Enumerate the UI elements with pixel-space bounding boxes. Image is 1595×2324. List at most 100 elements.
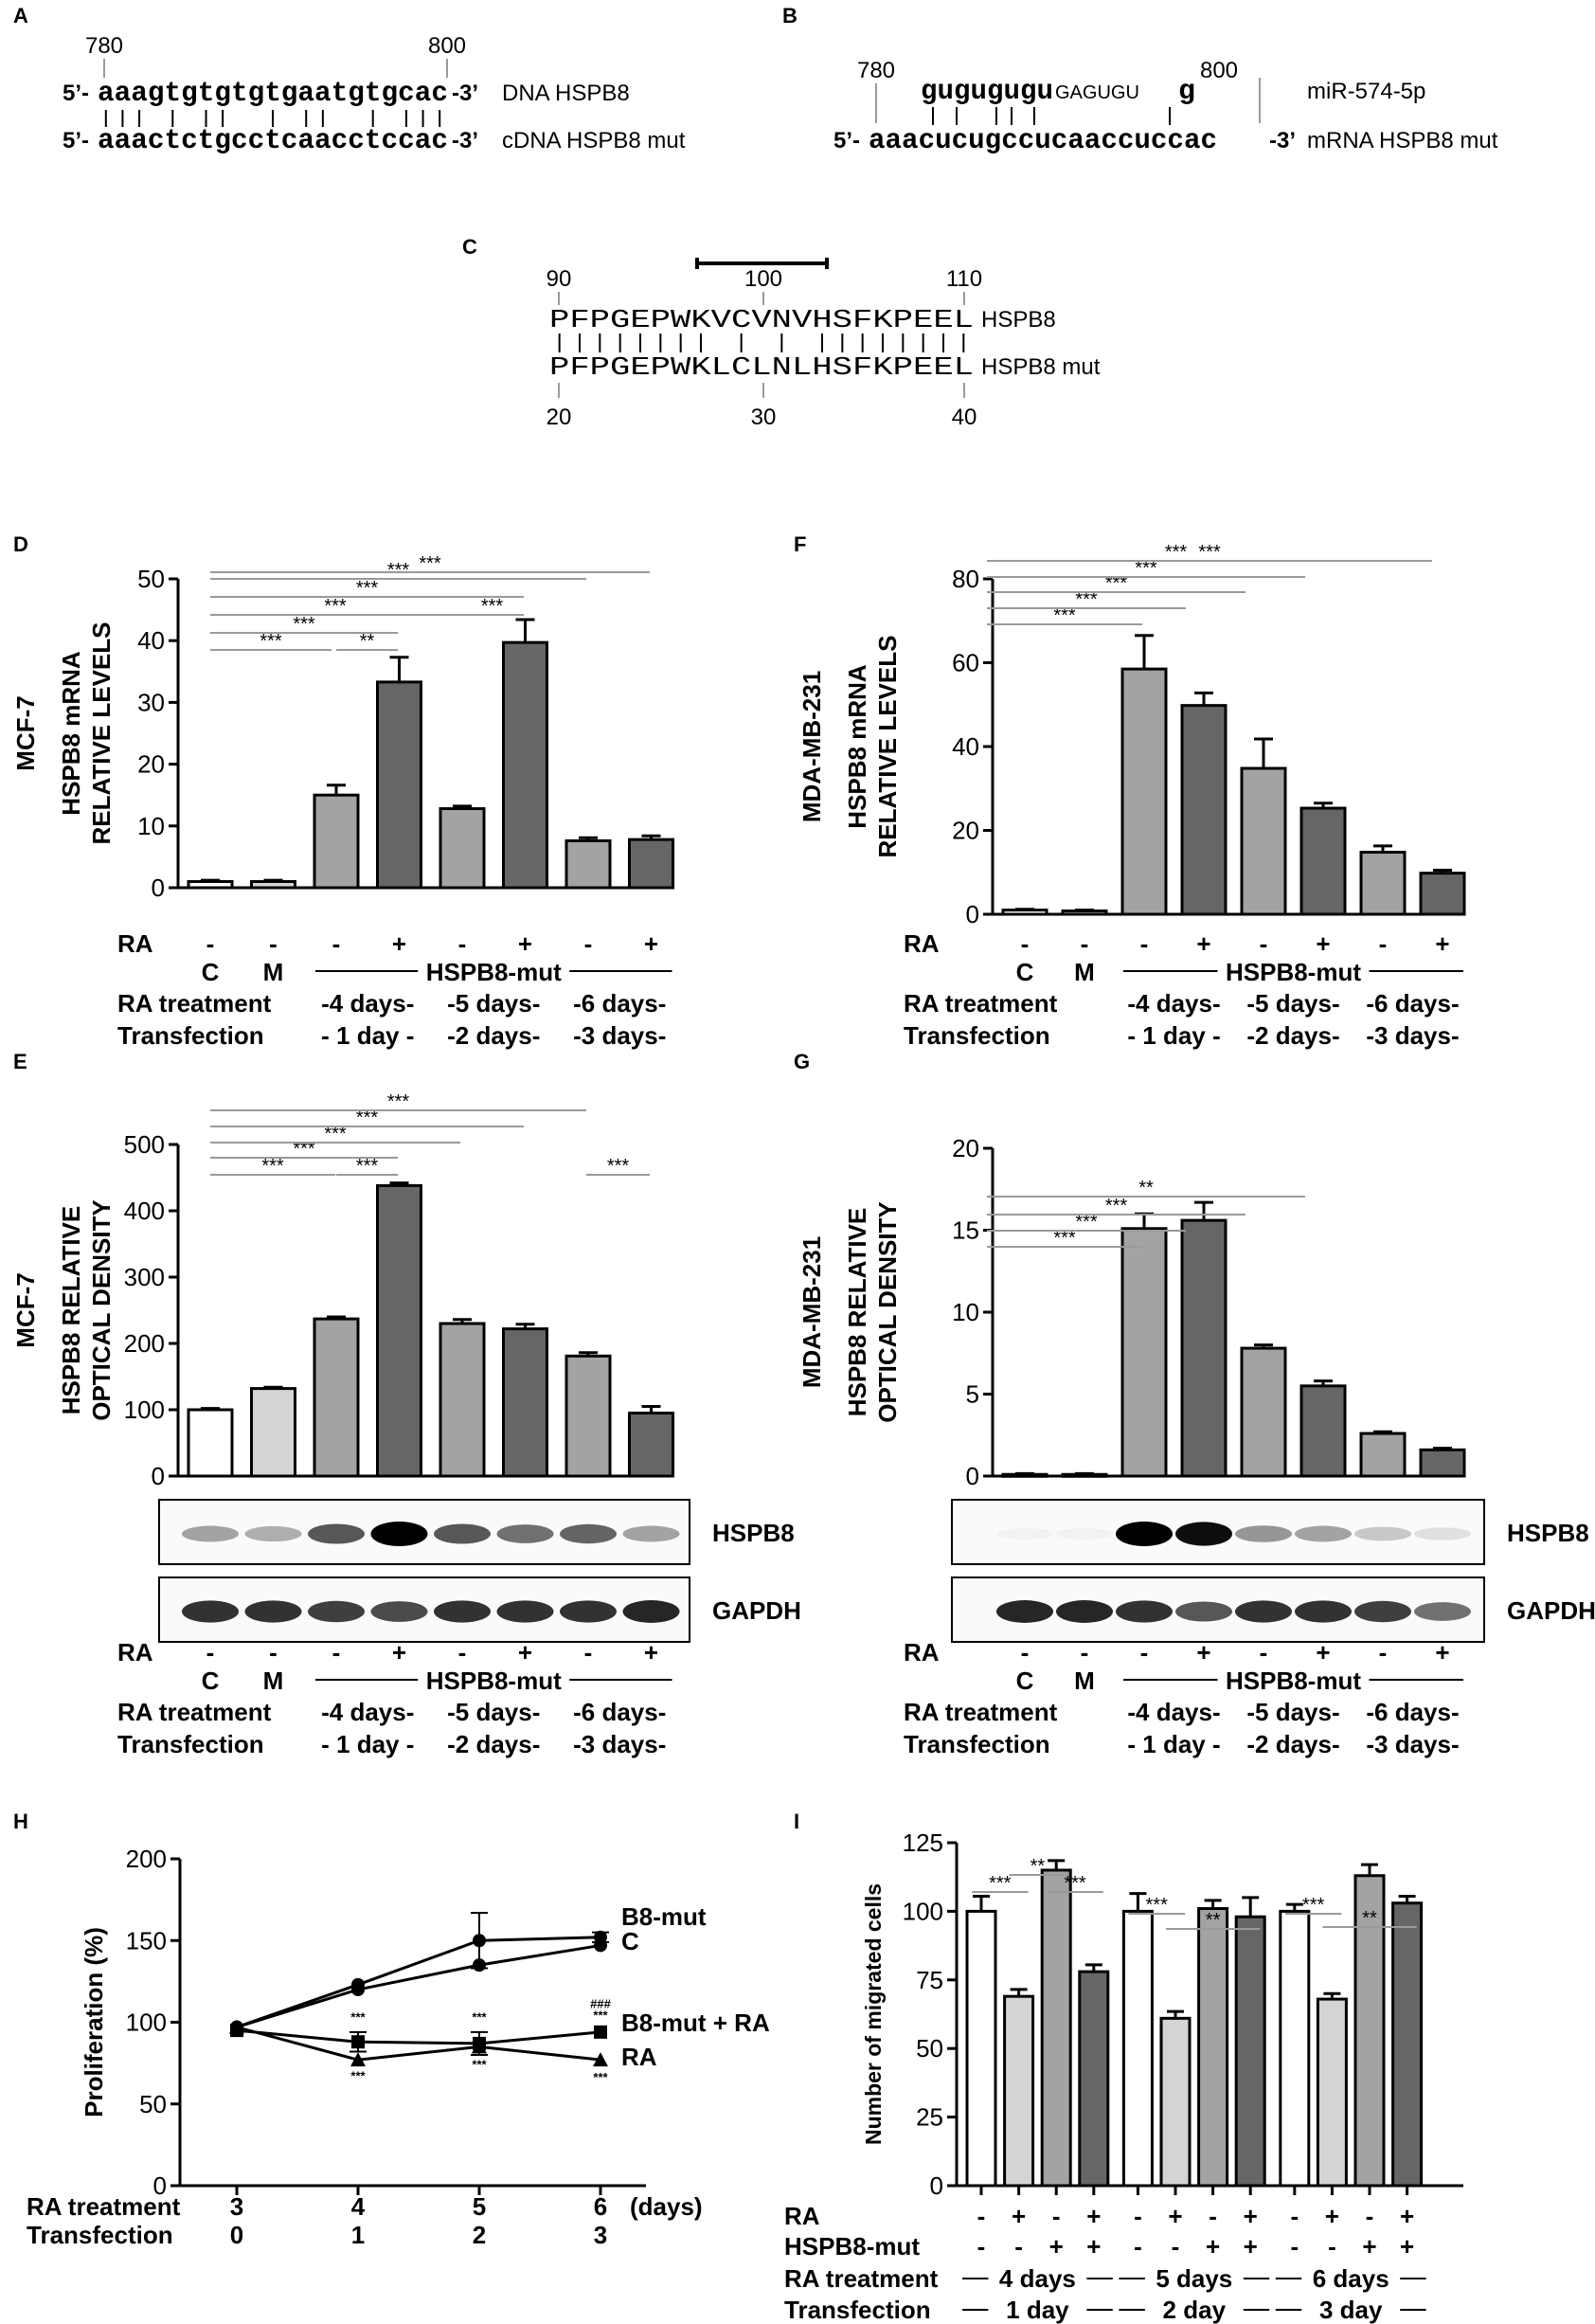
hspb8mut-label: HSPB8-mut [1226, 958, 1361, 986]
data-point [594, 1938, 607, 1953]
ra-sign: + [1435, 1638, 1449, 1666]
treatment-group: -5 days- [447, 1698, 540, 1726]
significance-label: ** [1030, 1856, 1046, 1877]
bar [1040, 1868, 1072, 2188]
blot-band [1235, 1525, 1292, 1542]
blot-label: HSPB8 [1507, 1519, 1589, 1547]
y-tick-label: 300 [124, 1263, 165, 1291]
y-tick-label: 50 [139, 2090, 167, 2118]
y-axis-title-line: OPTICAL DENSITY [873, 1201, 902, 1423]
y-tick-label: 60 [952, 649, 979, 677]
y-axis-title-line: RELATIVE LEVELS [873, 636, 902, 858]
y-tick-label: 0 [153, 2171, 167, 2200]
y-tick-label: 200 [124, 1329, 165, 1358]
blot-band [434, 1600, 491, 1623]
bar [1121, 1909, 1154, 2188]
y-tick-label: 0 [152, 1462, 165, 1490]
y-tick-label: 150 [126, 1926, 167, 1955]
data-point [594, 2025, 607, 2039]
bar [1078, 1970, 1110, 2188]
bar [1391, 1901, 1424, 2188]
ra-sign: - [1290, 2202, 1299, 2230]
treatment-row-label: RA treatment [904, 1698, 1058, 1726]
bar [439, 807, 486, 890]
a-cdna-prefix: 5’- [63, 128, 89, 153]
transfection-row-label: Transfection [27, 2221, 173, 2249]
panel-c: 90 100 110 PFPGEPWKVCVNVHSFKPEEL HSPB8 P… [547, 258, 1101, 430]
blot-band [1354, 1526, 1411, 1541]
ra-sign: + [1196, 1638, 1210, 1666]
y-tick-label: 30 [137, 688, 165, 716]
a-pos-start: 780 [85, 33, 123, 59]
transfection-group: - 1 day - [1127, 1021, 1220, 1050]
ra-sign: + [1325, 2202, 1339, 2230]
ra-sign: + [644, 1638, 658, 1666]
y-axis-title-line: OPTICAL DENSITY [87, 1199, 116, 1421]
label-mask [988, 2293, 1087, 2321]
series-label: C [621, 1927, 639, 1955]
blot-band [1295, 1600, 1352, 1623]
data-point [472, 2039, 487, 2054]
significance-label: *** [356, 578, 379, 599]
panel-a: 780 800 5’- aaagtgtgtgtgaatgtgcac -3’ DN… [63, 33, 686, 157]
bar [565, 1354, 612, 1478]
panel-letter-c: C [462, 235, 477, 259]
ra-sign: - [1366, 2202, 1374, 2230]
ra-row-label: RA [117, 1638, 153, 1666]
bar [1359, 851, 1407, 916]
ra-sign: + [644, 929, 658, 958]
bar [1419, 872, 1466, 916]
significance-label: *** [293, 614, 315, 635]
bar [313, 793, 360, 890]
ra-sign: - [1134, 2202, 1142, 2230]
significance-label: *** [1053, 605, 1076, 626]
cell-line-label: MDA-MB-231 [798, 671, 826, 822]
control-label: C [1016, 1666, 1034, 1695]
y-tick-label: 20 [952, 1134, 979, 1162]
transfection-group: - 1 day - [1127, 1730, 1220, 1758]
c-pos-100: 100 [744, 266, 782, 292]
significance-label: *** [607, 1156, 630, 1177]
treatment-group: -6 days- [1366, 1698, 1459, 1726]
bar [250, 879, 296, 890]
hspb8mut-sign: - [1172, 2232, 1180, 2261]
data-point [350, 2052, 366, 2067]
blot-band [1295, 1525, 1352, 1542]
hspb8mut-sign: + [1206, 2232, 1220, 2261]
ra-sign: - [1140, 929, 1149, 958]
y-tick-label: 50 [916, 2034, 943, 2063]
y-tick-label: 500 [124, 1130, 165, 1159]
ra-sign: - [584, 929, 593, 958]
significance-label: *** [472, 2057, 487, 2071]
transfection-row-label: Transfection [904, 1021, 1050, 1050]
ra-row-label: RA [904, 1638, 940, 1666]
treatment-row-label: RA treatment [117, 989, 272, 1018]
y-tick-label: 0 [966, 1462, 979, 1490]
ra-sign: + [1012, 2202, 1026, 2230]
hspb8mut-sign: + [1400, 2232, 1414, 2261]
y-tick-label: 100 [903, 1897, 943, 1925]
label-mask [1217, 960, 1370, 984]
significance-label: *** [350, 2068, 366, 2082]
y-tick-label: 40 [137, 626, 165, 655]
transfection-group: - 1 day - [321, 1021, 414, 1050]
data-point [473, 1934, 486, 1948]
ra-sign: - [269, 929, 278, 958]
treatment-row-label: RA treatment [904, 989, 1058, 1018]
ra-sign: - [1052, 2202, 1061, 2230]
c-pair-lines [558, 333, 965, 352]
blot-band [182, 1600, 239, 1623]
transfection-group: -2 days- [1246, 1021, 1339, 1050]
y-axis-title-line: RELATIVE LEVELS [87, 622, 116, 845]
b-mrna-prefix: 5’- [833, 128, 860, 153]
bar [1316, 1997, 1348, 2188]
ra-sign: - [1379, 1638, 1388, 1666]
y-tick-label: 5 [966, 1380, 979, 1409]
blot-label: GAPDH [712, 1596, 801, 1625]
series-line [236, 1936, 601, 2029]
significance-label: *** [356, 1108, 379, 1128]
cell-line-label: MCF-7 [11, 695, 40, 770]
blot-band [996, 1600, 1053, 1623]
y-axis-title: HSPB8 mRNARELATIVE LEVELS [843, 636, 902, 858]
